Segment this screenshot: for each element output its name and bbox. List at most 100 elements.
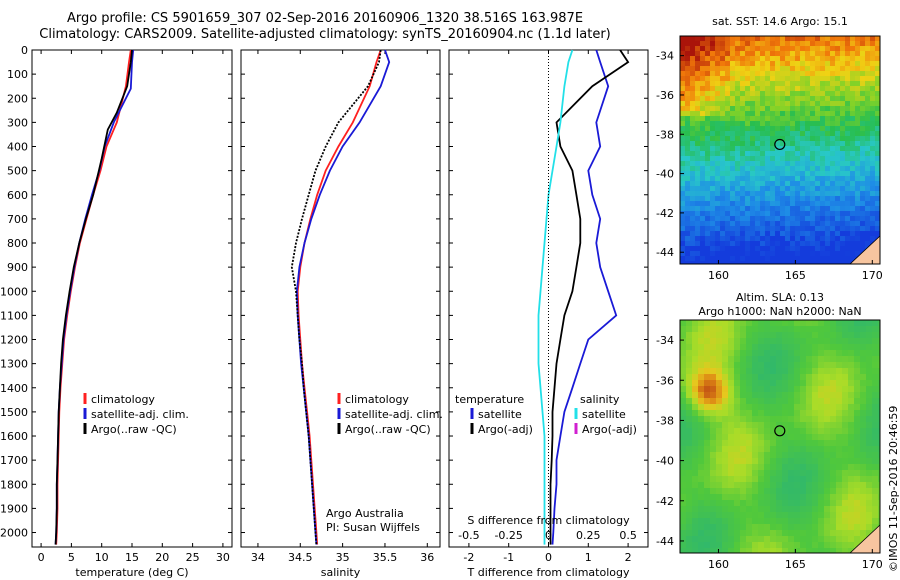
map-cell [870, 191, 875, 196]
map-cell [728, 446, 734, 452]
map-cell [875, 161, 880, 166]
map-cell [692, 548, 698, 553]
map-cell [800, 398, 806, 404]
map-cell [775, 191, 780, 196]
map-y-tick-label: -42 [656, 207, 674, 220]
map-cell [692, 470, 698, 476]
map-cell [685, 246, 690, 251]
map-x-tick-label: 170 [862, 269, 883, 282]
map-cell [810, 91, 815, 96]
map-cell [695, 256, 700, 261]
map-cell [840, 251, 845, 256]
map-cell [788, 464, 794, 470]
map-cell [845, 201, 850, 206]
map-cell [840, 111, 845, 116]
map-cell [725, 126, 730, 131]
map-cell [848, 416, 854, 422]
map-cell [850, 171, 855, 176]
map-cell [755, 231, 760, 236]
map-cell [875, 71, 880, 76]
map-cell [716, 338, 722, 344]
map-cell [692, 386, 698, 392]
map-cell [812, 362, 818, 368]
map-cell [685, 161, 690, 166]
map-cell [740, 161, 745, 166]
map-cell [700, 166, 705, 171]
map-cell [735, 111, 740, 116]
map-cell [685, 141, 690, 146]
map-cell [705, 226, 710, 231]
map-cell [836, 536, 842, 542]
map-cell [794, 380, 800, 386]
map-cell [730, 136, 735, 141]
map-cell [835, 111, 840, 116]
map-cell [842, 518, 848, 524]
map-cell [776, 332, 782, 338]
map-cell [728, 542, 734, 548]
map-cell [860, 191, 865, 196]
map-cell [878, 470, 880, 476]
y-tick-label: 900 [7, 261, 28, 274]
map-cell [775, 161, 780, 166]
map-cell [854, 542, 860, 548]
map-cell [824, 452, 830, 458]
map-cell [775, 41, 780, 46]
map-cell [740, 166, 745, 171]
map-cell [695, 76, 700, 81]
map-cell [818, 410, 824, 416]
map-cell [728, 398, 734, 404]
map-cell [700, 131, 705, 136]
map-cell [795, 131, 800, 136]
map-cell [704, 362, 710, 368]
map-cell [776, 380, 782, 386]
map-cell [794, 512, 800, 518]
map-cell [870, 126, 875, 131]
map-cell [835, 136, 840, 141]
map-cell [790, 56, 795, 61]
map-cell [875, 116, 880, 121]
map-cell [735, 236, 740, 241]
map-cell [848, 494, 854, 500]
map-cell [720, 101, 725, 106]
map-cell [758, 470, 764, 476]
map-cell [835, 171, 840, 176]
map-cell [760, 146, 765, 151]
map-cell [870, 216, 875, 221]
map-cell [715, 106, 720, 111]
map-cell [860, 91, 865, 96]
map-cell [810, 51, 815, 56]
map-cell [840, 151, 845, 156]
map-cell [790, 181, 795, 186]
map-cell [815, 106, 820, 111]
map-cell [795, 71, 800, 76]
map-cell [686, 320, 692, 326]
map-cell [765, 206, 770, 211]
map-cell [770, 156, 775, 161]
map-cell [845, 206, 850, 211]
map-cell [770, 410, 776, 416]
map-cell [740, 368, 746, 374]
map-cell [725, 136, 730, 141]
map-cell [746, 320, 752, 326]
map-cell [875, 36, 880, 41]
map-cell [692, 542, 698, 548]
map-cell [842, 356, 848, 362]
map-cell [700, 111, 705, 116]
map-cell [755, 201, 760, 206]
map-cell [845, 186, 850, 191]
map-cell [840, 176, 845, 181]
map-cell [850, 111, 855, 116]
map-cell [716, 434, 722, 440]
map-cell [775, 186, 780, 191]
map-cell [728, 548, 734, 553]
map-cell [830, 141, 835, 146]
map-cell [794, 488, 800, 494]
map-cell [815, 46, 820, 51]
map-cell [830, 320, 836, 326]
map-cell [878, 446, 880, 452]
map-cell [842, 512, 848, 518]
map-cell [842, 416, 848, 422]
map-cell [810, 106, 815, 111]
map-cell [734, 536, 740, 542]
map-cell [752, 362, 758, 368]
